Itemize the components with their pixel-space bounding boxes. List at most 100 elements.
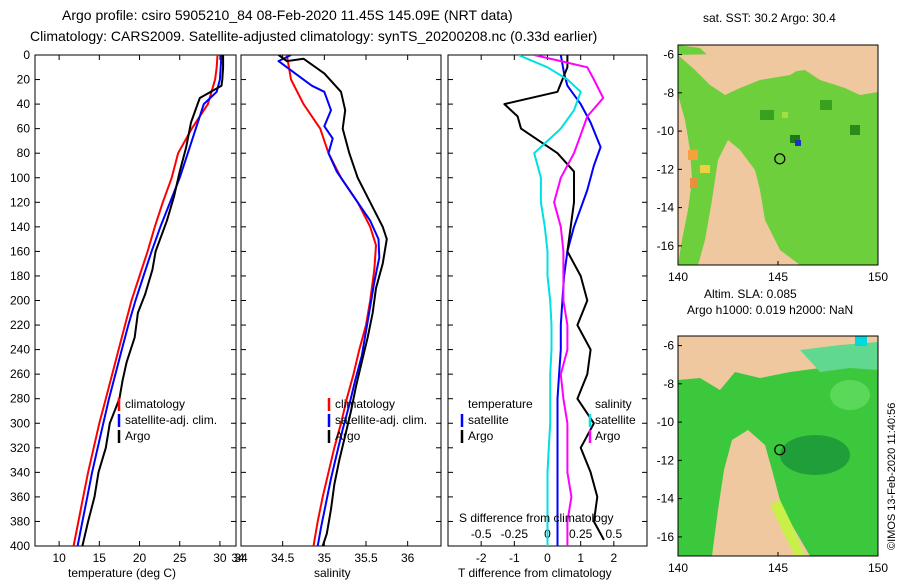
legend-temperature-title: temperature [468,397,533,411]
depth-tick-label: 160 [10,244,30,258]
sst-land-west [678,95,692,265]
temperature-series-lines [72,55,225,546]
x-tick-label: 20 [133,551,147,565]
map-lat-label: -10 [657,124,675,138]
depth-tick-label: 0 [23,48,30,62]
x-tick-label: 36 [401,551,415,565]
legend-satellite-label: satellite-adj. clim. [125,413,217,427]
map-lon-label: 150 [868,270,888,284]
x-tick-label: 2 [610,551,617,565]
imos-credit: ©IMOS 13-Feb-2020 11:40:56 [886,403,898,550]
sst-warm-patch [690,178,698,188]
map-lon-label: 140 [668,561,688,575]
s-tick-label: -0.5 [471,527,492,541]
depth-tick-label: 180 [10,269,30,283]
salinity-series-lines [277,55,388,546]
depth-tick-label: 280 [10,392,30,406]
series-line-argo [81,55,225,546]
sla-low-anomaly [780,435,850,475]
series-line-climatology [285,55,377,546]
sla-map-title-line2: Argo h1000: 0.019 h2000: NaN [687,303,853,317]
sst-warm-patch [688,150,698,160]
depth-tick-label: 140 [10,220,30,234]
series-line-temperature-argo [503,55,605,541]
s-tick-label: 0.25 [569,527,593,541]
depth-tick-label: 400 [10,539,30,553]
s-tick-label: -0.25 [501,527,529,541]
legend-s-argo-label: Argo [595,429,621,443]
sst-map-title: sat. SST: 30.2 Argo: 30.4 [703,11,836,25]
sst-land-north [678,45,878,95]
depth-tick-label: 200 [10,294,30,308]
x-tick-label: 35 [318,551,332,565]
sst-argo-position-marker [774,153,786,165]
sla-map-axes: -6 -8 -10 -12 -14 -16 140 145 150 [657,339,889,575]
sla-shelf-edge [770,500,805,556]
x-tick-label: 34 [231,551,245,565]
sla-map-title-line1: Altim. SLA: 0.085 [704,287,797,301]
series-line-salinity-argo [533,55,605,546]
figure-title-line2: Climatology: CARS2009. Satellite-adjuste… [30,28,597,44]
map-lon-label: 145 [768,561,788,575]
difference-series-lines [503,55,605,546]
difference-panel: -2 -1 0 1 2 -0.5 -0.25 0 0.25 0.5 T difference f… [447,54,648,580]
sst-cool-patch [790,135,800,143]
depth-tick-label: 220 [10,318,30,332]
series-line-salinity-satellite [517,55,582,546]
sst-cool-patch [820,100,832,110]
depth-tick-label: 360 [10,490,30,504]
map-lat-label: -12 [657,453,675,467]
map-lat-label: -14 [657,492,675,506]
series-line-satellite-adj-clim- [76,55,223,546]
sst-cool-patch [760,110,774,120]
depth-tick-label: 320 [10,441,30,455]
series-line-satellite-adj-clim- [277,55,381,546]
x-tick-label: 34 [234,551,248,565]
temperature-x-axis: 10 15 20 25 30 [52,55,227,565]
depth-tick-label: 120 [10,195,30,209]
s-difference-x-axis: -0.5 -0.25 0 0.25 0.5 [471,527,623,541]
sst-pixel [782,112,788,118]
map-lat-label: -10 [657,415,675,429]
temperature-legend: climatology satellite-adj. clim. Argo [117,397,217,443]
legend-salinity-title: salinity [595,397,632,411]
difference-depth-ticks [448,54,647,547]
sla-high-pixel [855,336,867,346]
x-tick-label: -1 [509,551,520,565]
sst-map-image [678,45,878,265]
map-lat-label: -12 [657,162,675,176]
map-lat-label: -16 [657,530,675,544]
x-tick-label: 34.5 [271,551,295,565]
legend-t-satellite-label: satellite [468,413,509,427]
legend-argo-label: Argo [125,429,151,443]
depth-tick-label: 80 [17,146,31,160]
x-tick-label: -2 [476,551,487,565]
map-lon-label: 140 [668,270,688,284]
sla-anomaly [830,380,870,410]
depth-tick-label: 260 [10,367,30,381]
sla-argo-position-marker [774,444,786,456]
sla-map-image [678,336,878,556]
map-lon-label: 150 [868,561,888,575]
salinity-depth-ticks [241,54,441,547]
sla-northern-sea [800,342,878,372]
x-tick-label: 30 [213,551,227,565]
sla-map-panel: Altim. SLA: 0.085 Argo h1000: 0.019 h200… [657,287,889,575]
x-tick-label: 1 [577,551,584,565]
sst-warm-patch [700,165,710,173]
sst-cold-pixel [795,140,801,146]
salinity-legend: climatology satellite-adj. clim. Argo [327,397,427,443]
map-lat-label: -16 [657,239,675,253]
depth-tick-label: 20 [17,73,31,87]
legend-t-argo-label: Argo [468,429,494,443]
t-difference-x-label: T difference from climatology [458,566,612,580]
x-tick-label: 25 [173,551,187,565]
series-line-argo [277,55,388,546]
x-tick-label: 0 [544,551,551,565]
figure-title-line1: Argo profile: csiro 5905210_84 08-Feb-20… [62,7,513,23]
sla-sea-field [678,355,878,556]
